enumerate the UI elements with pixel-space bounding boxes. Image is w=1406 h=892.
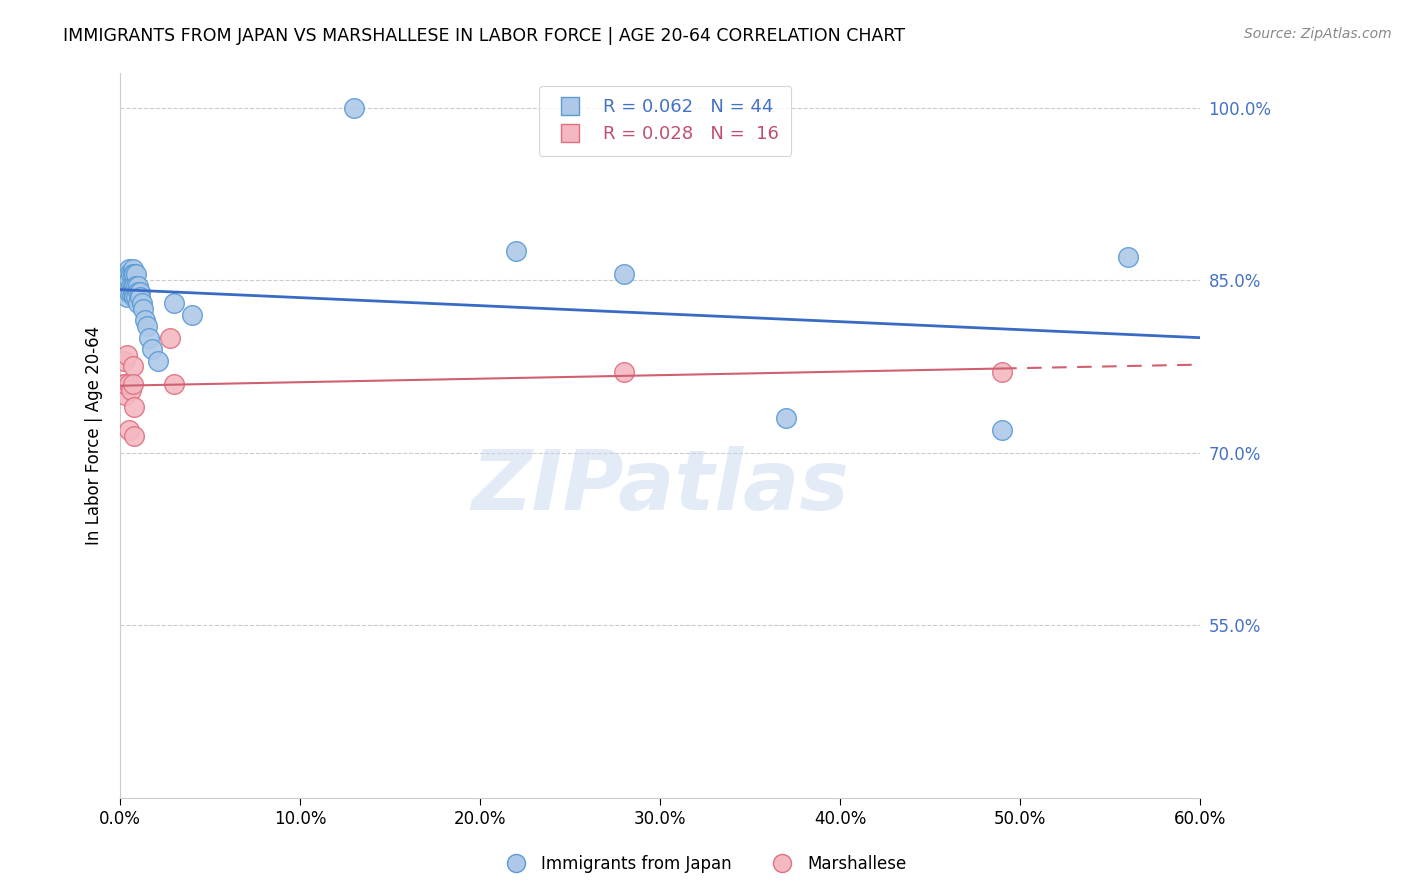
Point xyxy=(115,348,138,362)
Point xyxy=(118,285,141,299)
Point xyxy=(114,285,136,299)
Point xyxy=(115,290,138,304)
Point xyxy=(118,376,141,391)
Point xyxy=(121,285,143,299)
Legend: Immigrants from Japan, Marshallese: Immigrants from Japan, Marshallese xyxy=(494,848,912,880)
Point xyxy=(163,296,186,310)
Point xyxy=(613,268,636,282)
Text: IMMIGRANTS FROM JAPAN VS MARSHALLESE IN LABOR FORCE | AGE 20-64 CORRELATION CHAR: IMMIGRANTS FROM JAPAN VS MARSHALLESE IN … xyxy=(63,27,905,45)
Point xyxy=(159,331,181,345)
Point xyxy=(136,319,159,334)
Point xyxy=(505,244,527,259)
Point xyxy=(112,353,135,368)
Point xyxy=(124,290,146,304)
Y-axis label: In Labor Force | Age 20-64: In Labor Force | Age 20-64 xyxy=(86,326,103,545)
Text: Source: ZipAtlas.com: Source: ZipAtlas.com xyxy=(1244,27,1392,41)
Point xyxy=(120,279,142,293)
Point xyxy=(141,343,163,357)
Point xyxy=(120,383,142,397)
Point xyxy=(124,400,146,414)
Point xyxy=(127,279,149,293)
Point xyxy=(127,296,149,310)
Point xyxy=(114,388,136,402)
Point xyxy=(132,301,155,316)
Point xyxy=(991,423,1014,437)
Point xyxy=(120,268,142,282)
Legend: R = 0.062   N = 44, R = 0.028   N =  16: R = 0.062 N = 44, R = 0.028 N = 16 xyxy=(540,86,792,156)
Point xyxy=(121,268,143,282)
Point xyxy=(118,273,141,287)
Point xyxy=(131,296,153,310)
Text: ZIPatlas: ZIPatlas xyxy=(471,446,849,527)
Point xyxy=(124,279,146,293)
Point xyxy=(775,411,797,425)
Point xyxy=(118,268,141,282)
Point xyxy=(138,331,160,345)
Point xyxy=(125,268,148,282)
Point xyxy=(114,273,136,287)
Point xyxy=(163,376,186,391)
Point xyxy=(146,353,169,368)
Point xyxy=(181,308,204,322)
Point xyxy=(121,279,143,293)
Point xyxy=(124,428,146,442)
Point xyxy=(128,285,150,299)
Point xyxy=(125,279,148,293)
Point xyxy=(115,268,138,282)
Point xyxy=(128,290,150,304)
Point xyxy=(120,285,142,299)
Point xyxy=(118,261,141,276)
Point xyxy=(343,101,366,115)
Point xyxy=(1116,250,1139,264)
Point xyxy=(127,285,149,299)
Point xyxy=(112,376,135,391)
Point xyxy=(613,365,636,379)
Point xyxy=(134,313,156,327)
Point xyxy=(121,261,143,276)
Point xyxy=(124,285,146,299)
Point xyxy=(124,268,146,282)
Point xyxy=(121,359,143,374)
Point xyxy=(112,273,135,287)
Point xyxy=(115,279,138,293)
Point xyxy=(114,376,136,391)
Point xyxy=(121,376,143,391)
Point xyxy=(118,423,141,437)
Point xyxy=(125,290,148,304)
Point xyxy=(991,365,1014,379)
